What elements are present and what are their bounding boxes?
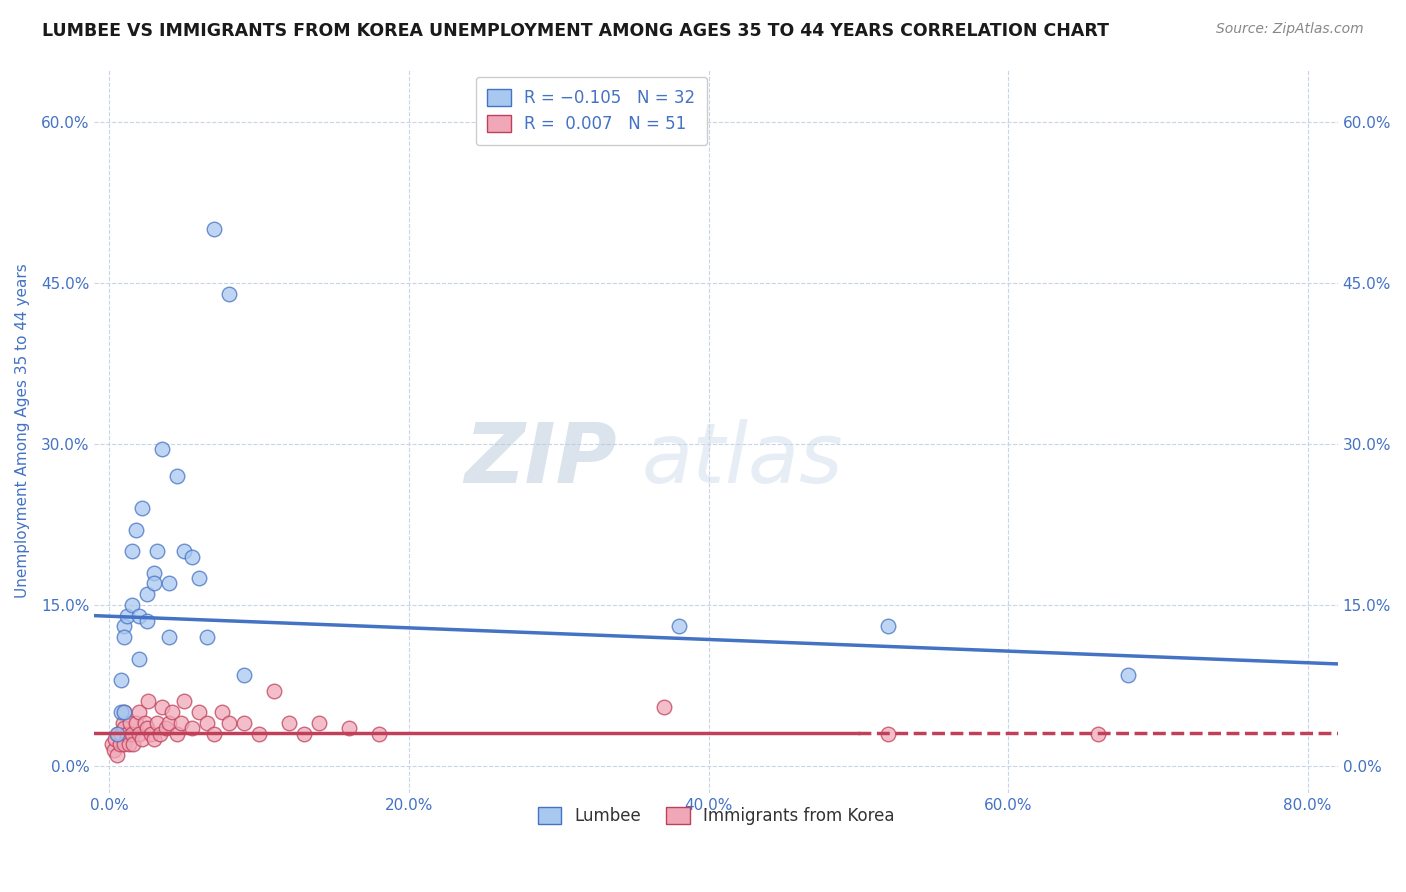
Point bbox=[143, 576, 166, 591]
Point bbox=[292, 726, 315, 740]
Point bbox=[131, 501, 153, 516]
Point bbox=[263, 683, 285, 698]
Point bbox=[108, 738, 131, 752]
Point bbox=[877, 726, 900, 740]
Point bbox=[278, 715, 301, 730]
Point bbox=[111, 715, 134, 730]
Point bbox=[157, 576, 180, 591]
Point bbox=[121, 598, 143, 612]
Point bbox=[138, 694, 160, 708]
Point bbox=[117, 726, 139, 740]
Point bbox=[337, 721, 360, 735]
Point bbox=[157, 715, 180, 730]
Point bbox=[110, 726, 132, 740]
Point bbox=[188, 705, 211, 719]
Point bbox=[157, 630, 180, 644]
Y-axis label: Unemployment Among Ages 35 to 44 years: Unemployment Among Ages 35 to 44 years bbox=[15, 263, 30, 598]
Point bbox=[135, 614, 157, 628]
Point bbox=[150, 699, 173, 714]
Point bbox=[135, 587, 157, 601]
Point bbox=[128, 726, 150, 740]
Point bbox=[308, 715, 330, 730]
Point bbox=[173, 694, 195, 708]
Point bbox=[112, 630, 135, 644]
Point bbox=[1087, 726, 1109, 740]
Point bbox=[143, 731, 166, 746]
Point bbox=[125, 523, 148, 537]
Point bbox=[120, 715, 142, 730]
Point bbox=[233, 667, 256, 681]
Point bbox=[188, 571, 211, 585]
Point bbox=[211, 705, 233, 719]
Point bbox=[112, 619, 135, 633]
Text: ZIP: ZIP bbox=[464, 419, 617, 500]
Point bbox=[134, 715, 156, 730]
Point bbox=[103, 743, 125, 757]
Point bbox=[104, 731, 127, 746]
Point bbox=[122, 738, 145, 752]
Point bbox=[146, 544, 169, 558]
Point bbox=[110, 673, 132, 687]
Point bbox=[170, 715, 193, 730]
Point bbox=[668, 619, 690, 633]
Point bbox=[101, 738, 124, 752]
Point bbox=[112, 721, 135, 735]
Point bbox=[149, 726, 172, 740]
Point bbox=[150, 442, 173, 457]
Text: atlas: atlas bbox=[641, 419, 844, 500]
Point bbox=[202, 222, 225, 236]
Point bbox=[125, 715, 148, 730]
Point bbox=[141, 726, 163, 740]
Point bbox=[135, 721, 157, 735]
Point bbox=[247, 726, 270, 740]
Legend: Lumbee, Immigrants from Korea: Lumbee, Immigrants from Korea bbox=[527, 797, 904, 835]
Point bbox=[110, 705, 132, 719]
Point bbox=[195, 715, 218, 730]
Point bbox=[146, 715, 169, 730]
Point bbox=[118, 738, 141, 752]
Point bbox=[128, 651, 150, 665]
Text: Source: ZipAtlas.com: Source: ZipAtlas.com bbox=[1216, 22, 1364, 37]
Point bbox=[233, 715, 256, 730]
Point bbox=[195, 630, 218, 644]
Point bbox=[202, 726, 225, 740]
Point bbox=[1116, 667, 1139, 681]
Point bbox=[143, 566, 166, 580]
Text: LUMBEE VS IMMIGRANTS FROM KOREA UNEMPLOYMENT AMONG AGES 35 TO 44 YEARS CORRELATI: LUMBEE VS IMMIGRANTS FROM KOREA UNEMPLOY… bbox=[42, 22, 1109, 40]
Point bbox=[131, 731, 153, 746]
Point bbox=[107, 726, 129, 740]
Point bbox=[162, 705, 184, 719]
Point bbox=[180, 549, 202, 564]
Point bbox=[877, 619, 900, 633]
Point bbox=[105, 748, 128, 763]
Point bbox=[121, 726, 143, 740]
Point bbox=[218, 286, 240, 301]
Point bbox=[121, 544, 143, 558]
Point bbox=[166, 726, 188, 740]
Point bbox=[112, 705, 135, 719]
Point bbox=[112, 705, 135, 719]
Point bbox=[155, 721, 177, 735]
Point bbox=[105, 726, 128, 740]
Point bbox=[117, 608, 139, 623]
Point bbox=[166, 469, 188, 483]
Point bbox=[128, 608, 150, 623]
Point bbox=[180, 721, 202, 735]
Point bbox=[368, 726, 391, 740]
Point bbox=[112, 738, 135, 752]
Point bbox=[218, 715, 240, 730]
Point bbox=[128, 705, 150, 719]
Point bbox=[652, 699, 675, 714]
Point bbox=[173, 544, 195, 558]
